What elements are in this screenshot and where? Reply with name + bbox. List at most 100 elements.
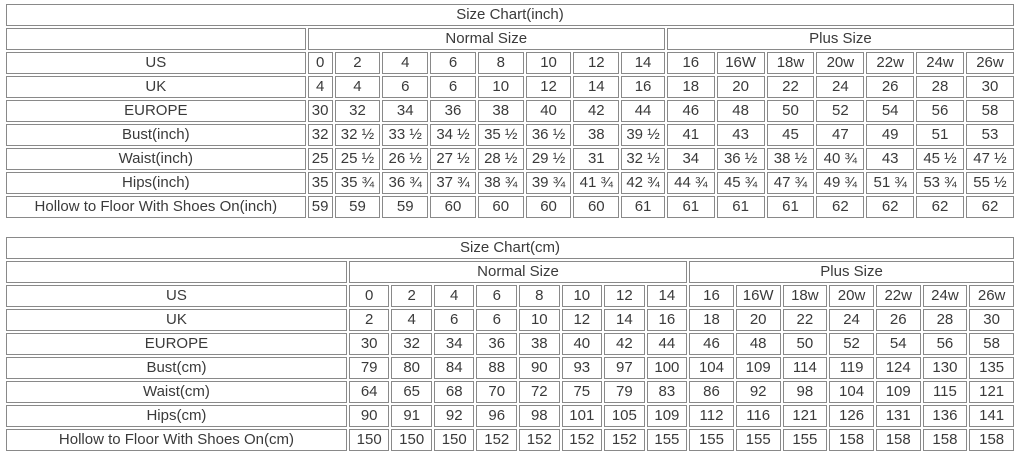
column-group-row: Normal Size Plus Size bbox=[6, 28, 1014, 50]
chart-title-row: Size Chart(cm) bbox=[6, 237, 1014, 259]
table-row: Hollow to Floor With Shoes On(inch) 59 59 5… bbox=[6, 196, 1014, 218]
size-value-cell: 46 bbox=[689, 333, 734, 355]
size-value-cell: 126 bbox=[829, 405, 874, 427]
size-value-cell: 24w bbox=[916, 52, 964, 74]
size-value-cell: 4 bbox=[382, 52, 429, 74]
size-value-cell: 61 bbox=[766, 196, 815, 218]
size-value-cell: 155 bbox=[735, 429, 781, 451]
column-group-header: Plus Size bbox=[666, 28, 1014, 50]
chart-title: Size Chart(inch) bbox=[6, 4, 1014, 26]
row-label: US bbox=[6, 52, 306, 74]
size-value-cell: 61 bbox=[621, 196, 665, 218]
size-value-cell: 37 ¾ bbox=[430, 172, 476, 194]
size-value-cell: 70 bbox=[476, 381, 518, 403]
row-label: US bbox=[6, 285, 347, 307]
size-value-cell: 47 bbox=[816, 124, 865, 146]
size-value-cell: 10 bbox=[561, 285, 603, 307]
size-value-cell: 105 bbox=[604, 405, 645, 427]
size-value-cell: 38 bbox=[573, 124, 620, 146]
size-value-cell: 61 bbox=[666, 196, 715, 218]
size-value-cell: 32 bbox=[391, 333, 432, 355]
size-value-cell: 109 bbox=[735, 357, 781, 379]
size-value-cell: 79 bbox=[604, 381, 645, 403]
size-value-cell: 26 bbox=[875, 309, 921, 331]
size-value-cell: 60 bbox=[573, 196, 620, 218]
size-value-cell: 96 bbox=[476, 405, 518, 427]
size-value-cell: 42 bbox=[604, 333, 645, 355]
row-label: Hips(cm) bbox=[6, 405, 347, 427]
size-value-cell: 114 bbox=[782, 357, 828, 379]
row-label: UK bbox=[6, 309, 347, 331]
size-value-cell: 35 ¾ bbox=[334, 172, 381, 194]
size-value-cell: 14 bbox=[646, 285, 688, 307]
size-value-cell: 18w bbox=[766, 52, 815, 74]
chart-title-row: Size Chart(inch) bbox=[6, 4, 1014, 26]
table-row: UK 4 4 6 6 10 12 14 16 18 20 22 24 26 28 30 bbox=[6, 76, 1014, 98]
corner-cell bbox=[6, 261, 347, 283]
size-value-cell: 141 bbox=[969, 405, 1014, 427]
size-value-cell: 16W bbox=[735, 285, 781, 307]
size-value-cell: 86 bbox=[689, 381, 734, 403]
size-value-cell: 34 bbox=[666, 148, 715, 170]
size-value-cell: 8 bbox=[477, 52, 524, 74]
size-value-cell: 112 bbox=[689, 405, 734, 427]
size-value-cell: 18w bbox=[782, 285, 828, 307]
size-value-cell: 97 bbox=[604, 357, 645, 379]
size-value-cell: 18 bbox=[666, 76, 715, 98]
row-label: Bust(cm) bbox=[6, 357, 347, 379]
size-value-cell: 124 bbox=[875, 357, 921, 379]
size-value-cell: 62 bbox=[866, 196, 915, 218]
size-value-cell: 16 bbox=[666, 52, 715, 74]
size-value-cell: 42 bbox=[573, 100, 620, 122]
size-value-cell: 40 bbox=[561, 333, 603, 355]
size-value-cell: 40 bbox=[525, 100, 572, 122]
size-value-cell: 150 bbox=[348, 429, 390, 451]
size-value-cell: 47 ¾ bbox=[766, 172, 815, 194]
size-value-cell: 22 bbox=[782, 309, 828, 331]
size-value-cell: 88 bbox=[476, 357, 518, 379]
size-value-cell: 28 bbox=[916, 76, 964, 98]
size-value-cell: 20w bbox=[816, 52, 865, 74]
size-value-cell: 36 ½ bbox=[525, 124, 572, 146]
size-value-cell: 130 bbox=[922, 357, 968, 379]
size-value-cell: 25 bbox=[307, 148, 333, 170]
size-value-cell: 45 ¾ bbox=[716, 172, 765, 194]
table-row: US 0 2 4 6 8 10 12 14 16 16W 18w 20w 22w 24w 26w bbox=[6, 52, 1014, 74]
size-value-cell: 32 bbox=[307, 124, 333, 146]
size-value-cell: 10 bbox=[525, 52, 572, 74]
size-value-cell: 30 bbox=[965, 76, 1014, 98]
size-value-cell: 4 bbox=[391, 309, 432, 331]
size-value-cell: 65 bbox=[391, 381, 432, 403]
size-value-cell: 6 bbox=[476, 309, 518, 331]
size-value-cell: 16 bbox=[689, 285, 734, 307]
size-value-cell: 14 bbox=[573, 76, 620, 98]
size-value-cell: 39 ¾ bbox=[525, 172, 572, 194]
size-value-cell: 121 bbox=[969, 381, 1014, 403]
size-value-cell: 20w bbox=[829, 285, 874, 307]
size-value-cell: 41 bbox=[666, 124, 715, 146]
size-value-cell: 155 bbox=[646, 429, 688, 451]
size-value-cell: 62 bbox=[916, 196, 964, 218]
size-value-cell: 90 bbox=[519, 357, 560, 379]
size-value-cell: 92 bbox=[735, 381, 781, 403]
size-value-cell: 26 ½ bbox=[382, 148, 429, 170]
size-value-cell: 98 bbox=[519, 405, 560, 427]
size-value-cell: 35 ½ bbox=[477, 124, 524, 146]
size-value-cell: 16 bbox=[621, 76, 665, 98]
size-value-cell: 100 bbox=[646, 357, 688, 379]
size-value-cell: 4 bbox=[334, 76, 381, 98]
size-value-cell: 31 bbox=[573, 148, 620, 170]
size-value-cell: 51 ¾ bbox=[866, 172, 915, 194]
size-value-cell: 6 bbox=[433, 309, 475, 331]
size-value-cell: 39 ½ bbox=[621, 124, 665, 146]
size-value-cell: 22 bbox=[766, 76, 815, 98]
row-label: Waist(inch) bbox=[6, 148, 306, 170]
size-value-cell: 52 bbox=[816, 100, 865, 122]
size-value-cell: 64 bbox=[348, 381, 390, 403]
size-value-cell: 2 bbox=[348, 309, 390, 331]
size-value-cell: 50 bbox=[766, 100, 815, 122]
size-value-cell: 30 bbox=[307, 100, 333, 122]
size-value-cell: 131 bbox=[875, 405, 921, 427]
size-value-cell: 90 bbox=[348, 405, 390, 427]
